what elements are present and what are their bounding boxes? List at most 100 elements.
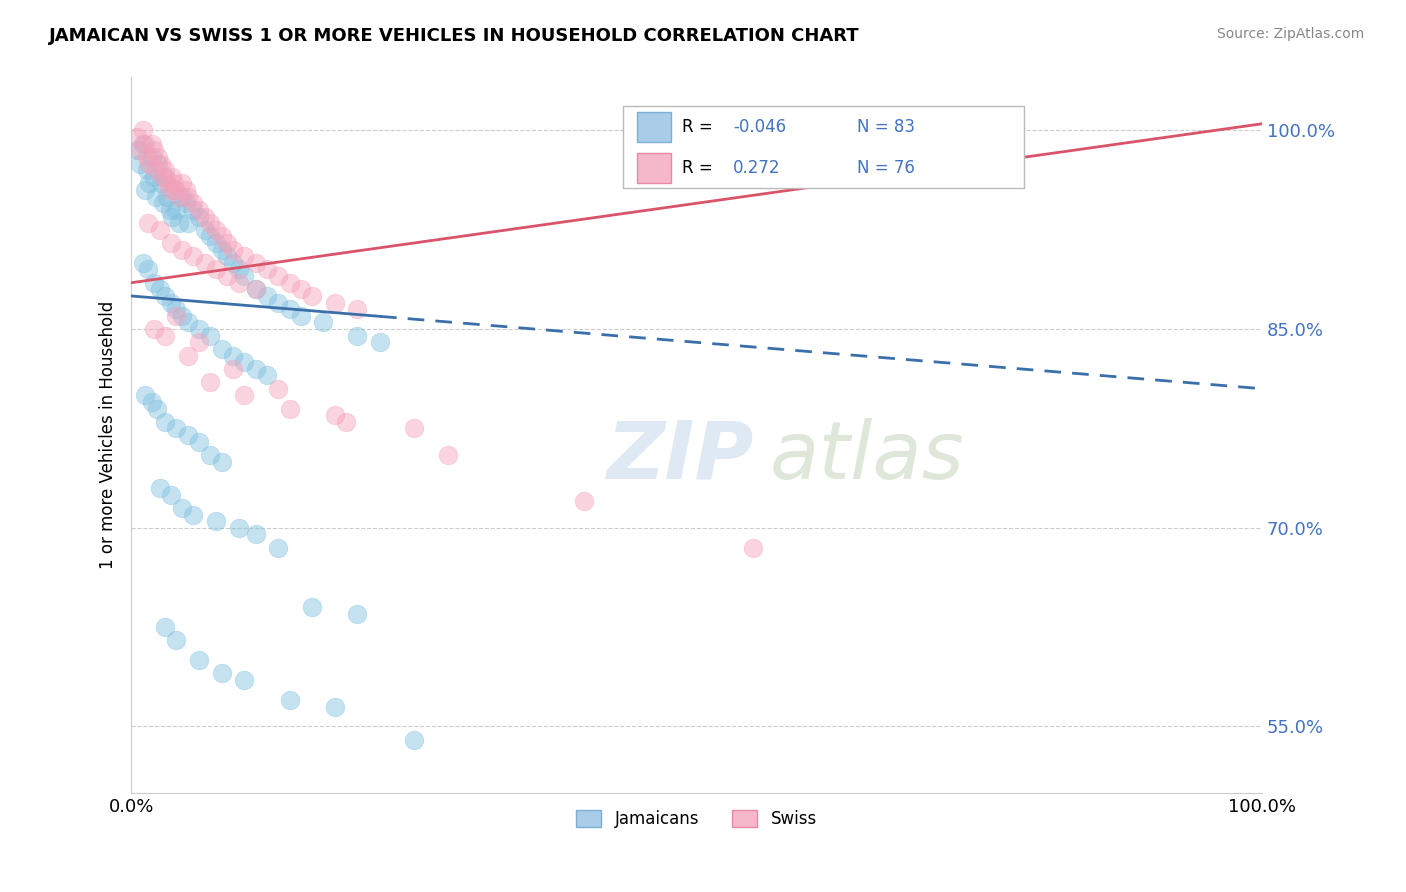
Point bbox=[346, 607, 368, 621]
Text: N = 83: N = 83 bbox=[858, 118, 915, 136]
Point bbox=[245, 361, 267, 376]
Point bbox=[323, 295, 346, 310]
Point bbox=[153, 328, 176, 343]
Point bbox=[166, 183, 188, 197]
Point bbox=[323, 408, 346, 422]
Point bbox=[245, 256, 267, 270]
Point bbox=[152, 169, 174, 184]
Point bbox=[211, 243, 233, 257]
Point bbox=[166, 421, 188, 435]
Legend: Jamaicans, Swiss: Jamaicans, Swiss bbox=[569, 803, 824, 834]
Point bbox=[174, 183, 197, 197]
Point bbox=[437, 448, 460, 462]
Point bbox=[163, 183, 186, 197]
Point bbox=[145, 163, 167, 178]
Text: R =: R = bbox=[682, 118, 713, 136]
Point bbox=[172, 243, 194, 257]
Point bbox=[301, 600, 323, 615]
Point bbox=[256, 262, 278, 277]
Point bbox=[172, 309, 194, 323]
Point bbox=[134, 388, 156, 402]
Point bbox=[183, 508, 205, 522]
Point bbox=[177, 189, 200, 203]
Point bbox=[335, 415, 357, 429]
Point bbox=[177, 349, 200, 363]
Point bbox=[222, 349, 245, 363]
Point bbox=[188, 322, 211, 336]
Point bbox=[278, 401, 301, 416]
Point bbox=[222, 256, 245, 270]
Point bbox=[152, 196, 174, 211]
Point bbox=[131, 123, 153, 137]
Text: JAMAICAN VS SWISS 1 OR MORE VEHICLES IN HOUSEHOLD CORRELATION CHART: JAMAICAN VS SWISS 1 OR MORE VEHICLES IN … bbox=[49, 27, 860, 45]
Point bbox=[200, 229, 222, 244]
Point bbox=[142, 143, 165, 157]
Point bbox=[160, 169, 183, 184]
Point bbox=[159, 295, 181, 310]
Point bbox=[166, 633, 188, 648]
Point bbox=[183, 249, 205, 263]
Point bbox=[222, 361, 245, 376]
Point bbox=[402, 732, 425, 747]
Point bbox=[142, 322, 165, 336]
Text: N = 76: N = 76 bbox=[858, 159, 915, 177]
Point bbox=[211, 229, 233, 244]
Point bbox=[156, 177, 179, 191]
Text: ZIP: ZIP bbox=[606, 417, 754, 495]
Point bbox=[141, 395, 163, 409]
Point bbox=[194, 210, 217, 224]
Point bbox=[200, 375, 222, 389]
Point bbox=[166, 202, 188, 217]
Point bbox=[148, 156, 170, 170]
Point bbox=[172, 500, 194, 515]
Point bbox=[256, 289, 278, 303]
Point bbox=[148, 223, 170, 237]
Point bbox=[290, 309, 312, 323]
FancyBboxPatch shape bbox=[623, 106, 1025, 188]
Text: R =: R = bbox=[682, 159, 713, 177]
Point bbox=[148, 150, 170, 164]
Point bbox=[245, 527, 267, 541]
Point bbox=[188, 210, 211, 224]
Point bbox=[153, 289, 176, 303]
Point bbox=[217, 249, 239, 263]
Point bbox=[233, 388, 256, 402]
Point bbox=[149, 177, 172, 191]
Point bbox=[233, 269, 256, 284]
Point bbox=[159, 488, 181, 502]
Point bbox=[301, 289, 323, 303]
Point bbox=[138, 177, 160, 191]
Point bbox=[174, 196, 197, 211]
Point bbox=[177, 216, 200, 230]
Point bbox=[211, 666, 233, 681]
Point bbox=[217, 235, 239, 250]
Point bbox=[228, 262, 250, 277]
Point bbox=[245, 282, 267, 296]
Point bbox=[141, 136, 163, 151]
Point bbox=[200, 448, 222, 462]
Point bbox=[188, 434, 211, 449]
Point bbox=[177, 316, 200, 330]
Point bbox=[256, 368, 278, 383]
Point bbox=[160, 210, 183, 224]
Point bbox=[146, 401, 169, 416]
Point bbox=[222, 243, 245, 257]
Point bbox=[125, 130, 148, 145]
Point bbox=[172, 189, 194, 203]
Point bbox=[148, 282, 170, 296]
Point bbox=[267, 382, 290, 396]
Point bbox=[136, 163, 159, 178]
Point bbox=[129, 143, 152, 157]
Point bbox=[166, 302, 188, 317]
Text: 0.272: 0.272 bbox=[733, 159, 780, 177]
Point bbox=[205, 514, 228, 528]
Point bbox=[267, 295, 290, 310]
Point bbox=[153, 415, 176, 429]
Point bbox=[159, 202, 181, 217]
Point bbox=[278, 276, 301, 290]
Point bbox=[205, 262, 228, 277]
Point bbox=[402, 421, 425, 435]
Point bbox=[194, 223, 217, 237]
Point bbox=[131, 256, 153, 270]
Point bbox=[159, 183, 181, 197]
